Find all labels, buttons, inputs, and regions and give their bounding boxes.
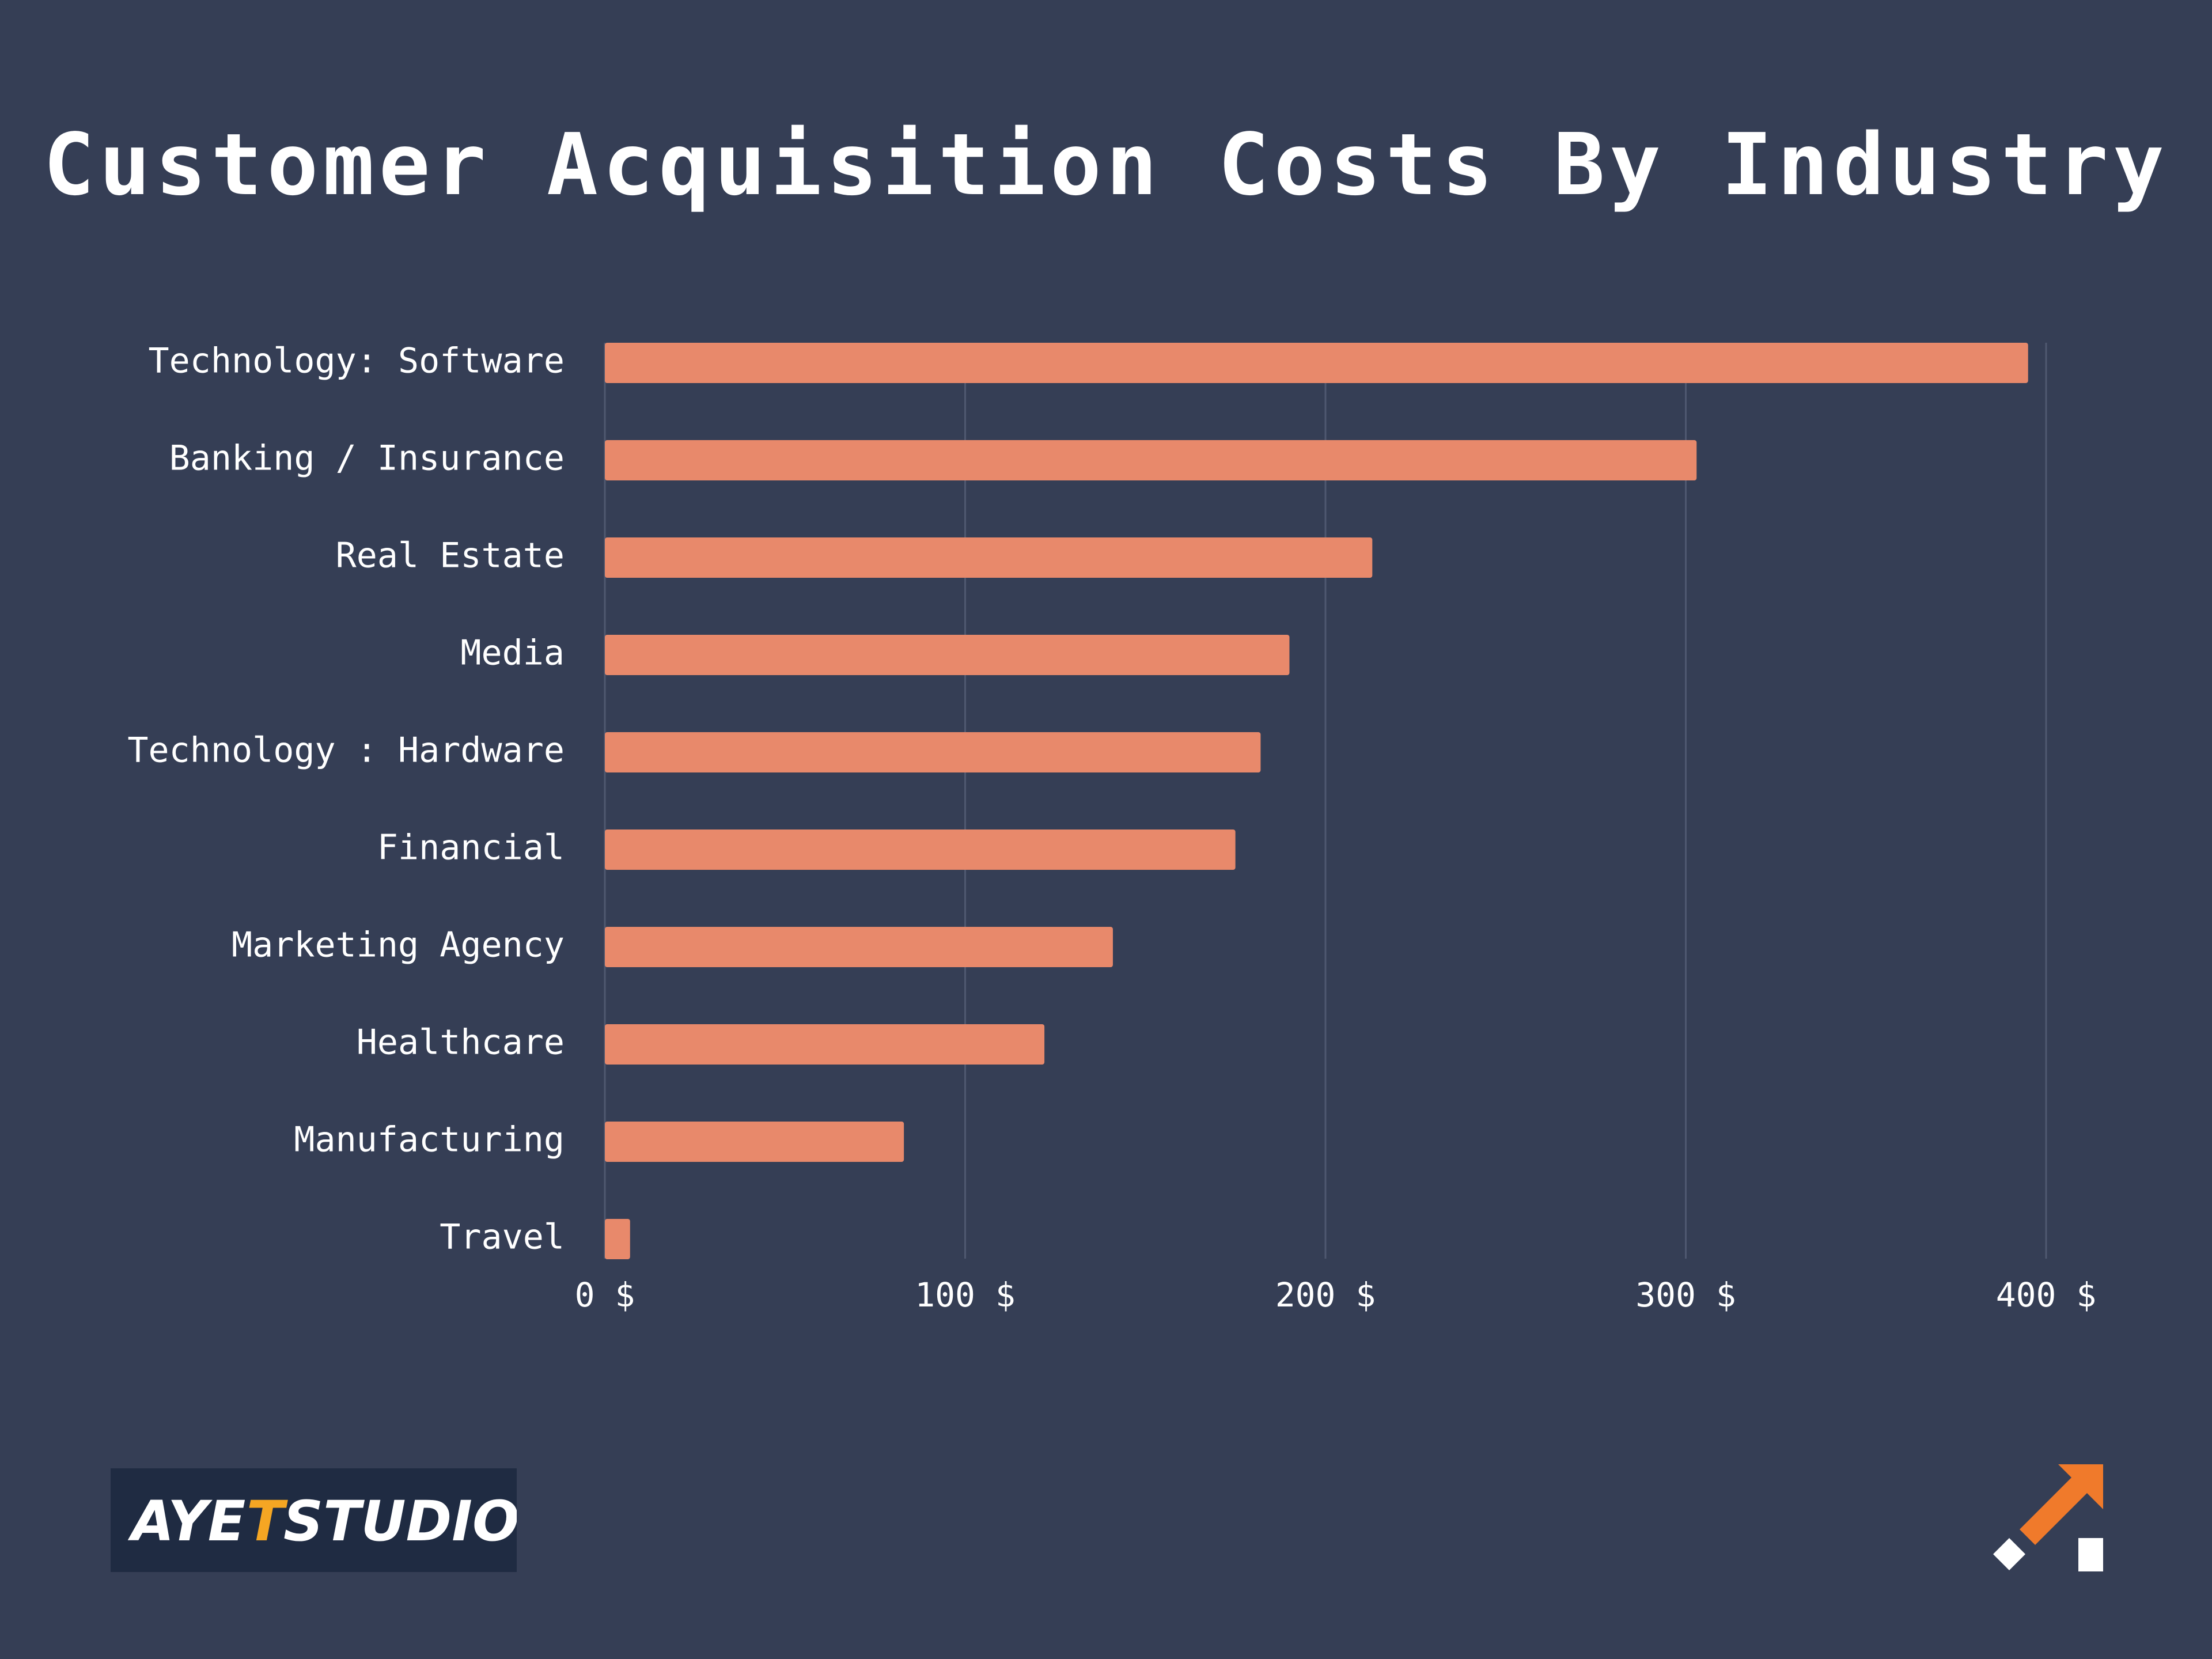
category-label-0: Technology: Software	[149, 341, 565, 381]
category-label-5: Financial	[377, 828, 565, 868]
category-label-9: Travel	[440, 1217, 565, 1257]
svg-text:STUDIOS: STUDIOS	[283, 1489, 517, 1554]
diagonal-arrow-logo-icon	[1992, 1463, 2107, 1581]
bar-5	[605, 830, 1236, 870]
category-label-8: Manufacturing	[294, 1120, 565, 1160]
x-axis-tick-labels: 0 $ 100 $ 200 $ 300 $ 400 $	[575, 1275, 2097, 1315]
category-label-2: Real Estate	[336, 536, 565, 576]
bar-1	[605, 440, 1697, 480]
bar-3	[605, 635, 1290, 675]
x-tick-label-3: 300 $	[1635, 1275, 1736, 1315]
category-label-4: Technology : Hardware	[127, 730, 565, 771]
bar-9	[605, 1219, 630, 1259]
x-tick-label-4: 400 $	[1996, 1275, 2097, 1315]
category-label-7: Healthcare	[357, 1022, 565, 1063]
category-label-1: Banking / Insurance	[169, 438, 565, 479]
bar-7	[605, 1024, 1045, 1065]
x-tick-label-2: 200 $	[1275, 1275, 1376, 1315]
x-tick-label-1: 100 $	[915, 1275, 1016, 1315]
grid-lines	[604, 343, 2047, 1259]
x-tick-label-0: 0 $	[575, 1275, 635, 1315]
svg-text:T: T	[247, 1489, 288, 1554]
bar-8	[605, 1122, 904, 1162]
category-label-6: Marketing Agency	[232, 925, 565, 965]
svg-text:AYE: AYE	[127, 1489, 245, 1554]
bar-4	[605, 732, 1261, 772]
bar-0	[605, 343, 2028, 383]
page-title: Customer Acquisition Costs By Industry	[43, 115, 2169, 214]
bars	[605, 343, 2028, 1259]
category-labels: Technology: Software Banking / Insurance R…	[127, 341, 565, 1257]
bar-2	[605, 537, 1373, 578]
category-label-3: Media	[460, 633, 565, 673]
bar-6	[605, 927, 1113, 967]
aye-studios-logo: AYE T STUDIOS	[111, 1468, 559, 1572]
